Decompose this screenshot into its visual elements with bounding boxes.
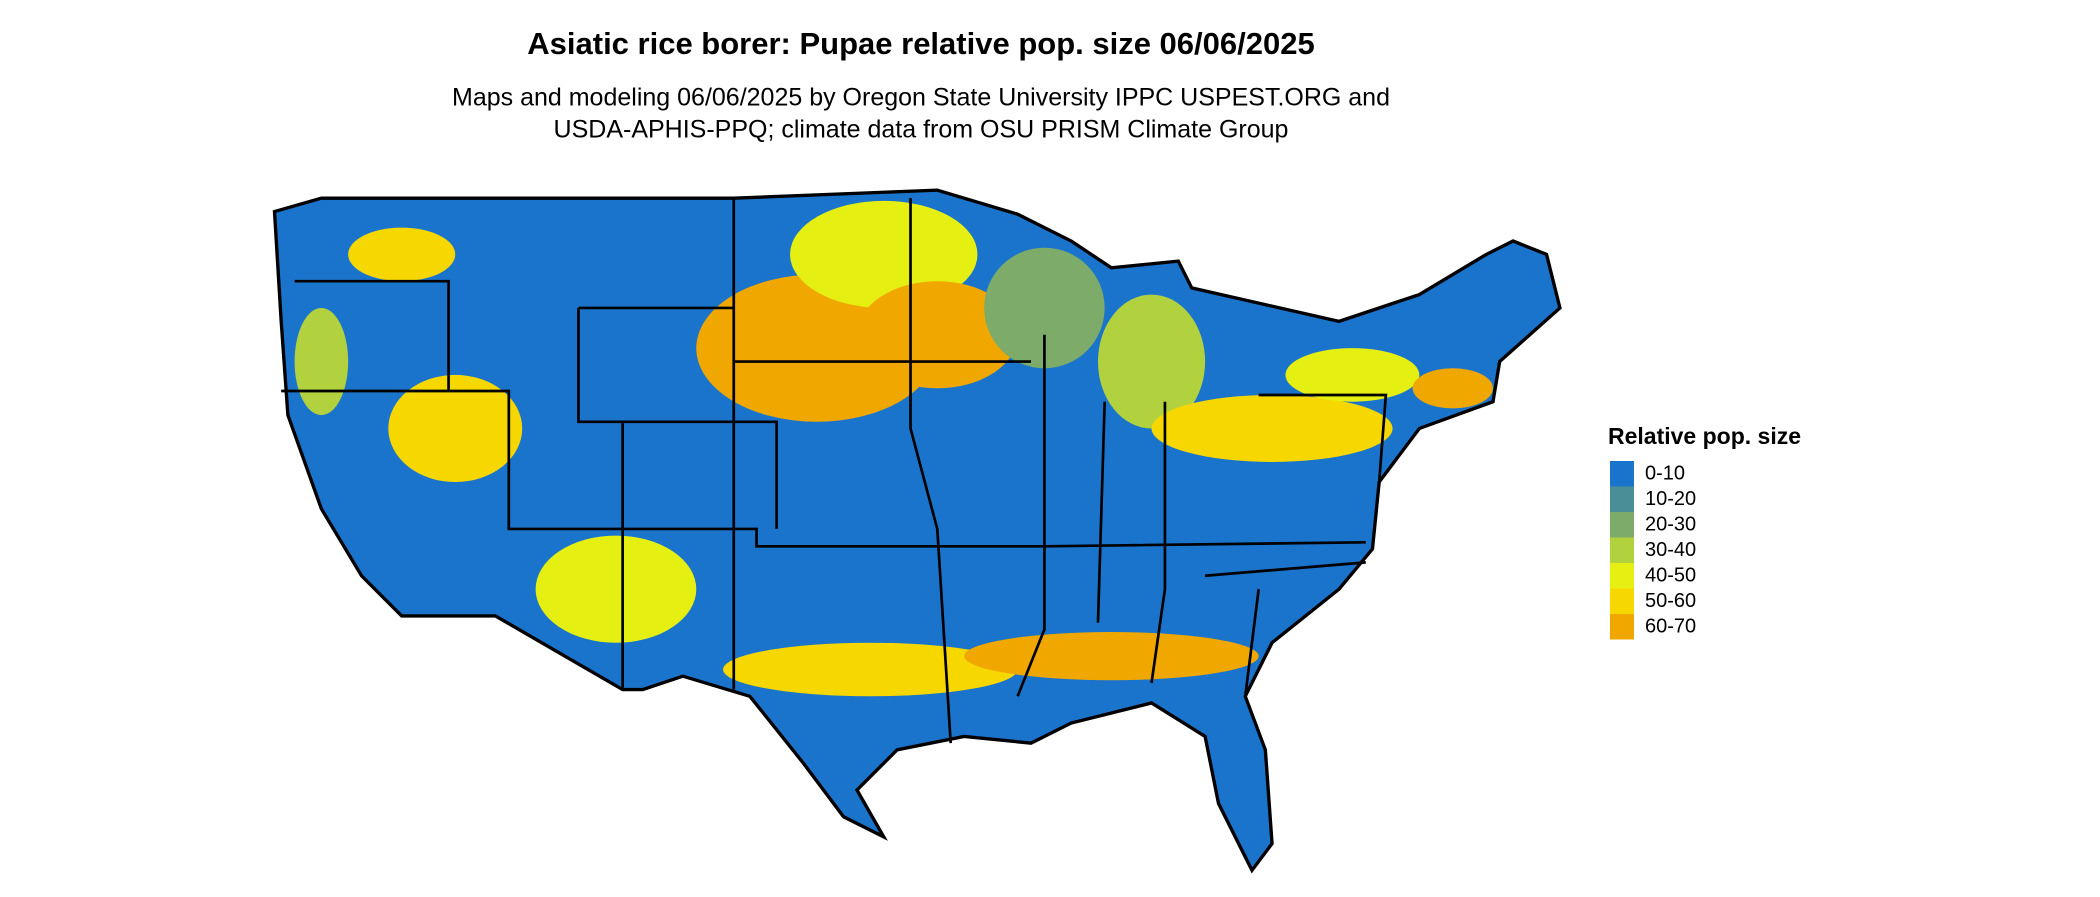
legend-swatch xyxy=(1610,512,1634,538)
legend-label: 20-30 xyxy=(1645,513,1696,535)
legend-swatch xyxy=(1610,461,1634,487)
us-map xyxy=(272,188,1562,874)
legend-label: 0-10 xyxy=(1645,462,1685,484)
legend-label: 50-60 xyxy=(1645,590,1696,612)
legend-label: 60-70 xyxy=(1645,615,1696,637)
legend-swatch xyxy=(1610,588,1634,614)
legend-title: Relative pop. size xyxy=(1608,423,1801,449)
title: Asiatic rice borer: Pupae relative pop. … xyxy=(527,26,1314,61)
subtitle: USDA-APHIS-PPQ; climate data from OSU PR… xyxy=(554,116,1289,144)
legend-swatch xyxy=(1610,537,1634,563)
subtitle: Maps and modeling 06/06/2025 by Oregon S… xyxy=(452,84,1390,112)
legend-swatch xyxy=(1610,486,1634,512)
legend: Relative pop. size 0-10 10-20 20-30 30-40 40… xyxy=(1608,423,1801,640)
legend-label: 30-40 xyxy=(1645,539,1696,561)
legend-swatch xyxy=(1610,614,1634,640)
legend-swatch xyxy=(1610,563,1634,589)
legend-label: 40-50 xyxy=(1645,564,1696,586)
legend-label: 10-20 xyxy=(1645,488,1696,510)
